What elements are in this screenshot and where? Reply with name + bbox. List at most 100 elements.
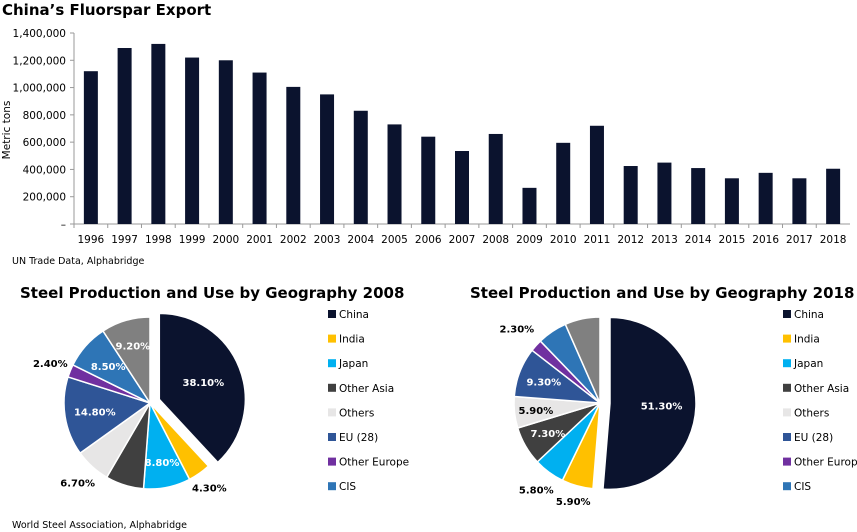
x-tick-label: 2013	[651, 234, 678, 246]
legend-swatch	[328, 383, 336, 392]
bar-2018	[826, 168, 841, 224]
pie-chart-source: World Steel Association, Alphabridge	[12, 520, 187, 531]
bar-2016	[758, 172, 773, 224]
bar-2013	[657, 162, 672, 224]
legend-swatch	[328, 433, 336, 441]
bar-2001	[252, 72, 267, 224]
pie-data-label: 14.80%	[74, 408, 116, 419]
pie-data-label: 51.30%	[641, 402, 683, 413]
bar-chart-source: UN Trade Data, Alphabridge	[12, 256, 144, 267]
bar-2000	[218, 60, 233, 225]
x-tick-label: 2004	[347, 234, 374, 246]
bar-2009	[522, 187, 537, 224]
x-tick-label: 2018	[820, 234, 847, 246]
bar-1996	[83, 71, 98, 224]
pie-data-label: 2.30%	[499, 324, 534, 335]
legend-label: Others	[339, 407, 374, 419]
x-tick-label: 2005	[381, 234, 408, 246]
y-tick-label: 200,000	[23, 192, 66, 204]
x-tick-label: 2016	[752, 234, 779, 246]
x-tick-label: 2008	[482, 234, 509, 246]
legend-swatch	[783, 408, 791, 417]
pie-data-label: 4.30%	[192, 483, 227, 494]
pie-data-label: 8.80%	[145, 458, 180, 469]
y-axis-label: Metric tons	[1, 101, 13, 160]
legend-swatch	[328, 408, 336, 417]
x-tick-label: 2007	[449, 234, 476, 246]
pie-data-label: 6.70%	[60, 479, 95, 490]
y-tick-label: 1,000,000	[13, 83, 66, 95]
bar-2011	[589, 125, 604, 224]
x-tick-label: 2009	[516, 234, 543, 246]
legend-label: India	[794, 334, 820, 346]
pie-2018-title: Steel Production and Use by Geography 20…	[470, 284, 854, 302]
pie-data-label: 5.80%	[519, 486, 554, 497]
x-tick-label: 1999	[179, 234, 206, 246]
bar-2010	[556, 142, 571, 224]
x-tick-label: 2011	[584, 234, 611, 246]
legend-label: India	[339, 334, 365, 346]
legend-swatch	[328, 334, 336, 343]
legend-label: Other Asia	[794, 383, 849, 395]
x-tick-label: 2000	[212, 234, 239, 246]
y-tick-label: 1,400,000	[13, 28, 66, 40]
bar-1999	[185, 57, 200, 224]
pie-slice-eu-28-	[63, 375, 152, 455]
legend-label: CIS	[339, 481, 356, 493]
x-tick-label: 2012	[617, 234, 644, 246]
pie-slice-unlabeled	[101, 316, 151, 406]
bar-2012	[623, 166, 638, 224]
bar-2002	[286, 86, 301, 224]
legend-swatch	[783, 310, 791, 318]
pie-slice-china	[158, 312, 247, 464]
bar-2005	[387, 124, 402, 224]
legend-swatch	[783, 482, 791, 491]
legend-swatch	[783, 383, 791, 392]
bar-1997	[117, 48, 132, 224]
legend-label: CIS	[794, 481, 811, 493]
legend-swatch	[783, 457, 791, 466]
x-tick-label: 2017	[786, 234, 813, 246]
bar-2007	[455, 151, 469, 224]
pie-slice-china	[602, 316, 697, 491]
x-tick-label: 2002	[280, 234, 307, 246]
legend-label: Other Asia	[339, 383, 394, 395]
legend-swatch	[328, 482, 336, 491]
pie-data-label: 5.90%	[519, 406, 554, 417]
x-tick-label: 2014	[685, 234, 712, 246]
legend-label: China	[794, 309, 824, 321]
legend-label: EU (28)	[794, 432, 833, 444]
legend-label: China	[339, 309, 369, 321]
x-tick-label: 2003	[314, 234, 341, 246]
legend-swatch	[328, 457, 336, 466]
y-tick-label: 400,000	[23, 164, 66, 176]
bar-2008	[488, 133, 503, 224]
legend-label: Japan	[338, 358, 368, 370]
x-tick-label: 2010	[550, 234, 577, 246]
x-tick-label: 1996	[78, 234, 105, 246]
legend-label: EU (28)	[339, 432, 378, 444]
y-tick-label: 600,000	[23, 137, 66, 149]
pie-data-label: 2.40%	[33, 359, 68, 370]
legend-swatch	[328, 359, 336, 368]
legend-label: Japan	[793, 358, 823, 370]
pie-data-label: 9.30%	[526, 377, 561, 388]
bar-2015	[724, 178, 739, 224]
bar-2003	[320, 94, 335, 225]
y-tick-label: –	[61, 219, 66, 231]
bar-2004	[353, 110, 368, 224]
legend-swatch	[783, 334, 791, 343]
pie-slice-unlabeled	[564, 316, 601, 404]
pie-data-label: 7.30%	[531, 429, 566, 440]
legend-label: Other Europe	[794, 457, 857, 469]
bar-2017	[792, 178, 807, 224]
x-tick-label: 2001	[246, 234, 273, 246]
pie-data-label: 9.20%	[115, 341, 150, 352]
legend-label: Others	[794, 407, 829, 419]
bar-chart-title: China’s Fluorspar Export	[2, 1, 211, 19]
y-tick-label: 800,000	[23, 110, 66, 122]
bar-2014	[691, 168, 706, 224]
x-tick-label: 1997	[111, 234, 138, 246]
pie-data-label: 5.90%	[556, 497, 591, 508]
